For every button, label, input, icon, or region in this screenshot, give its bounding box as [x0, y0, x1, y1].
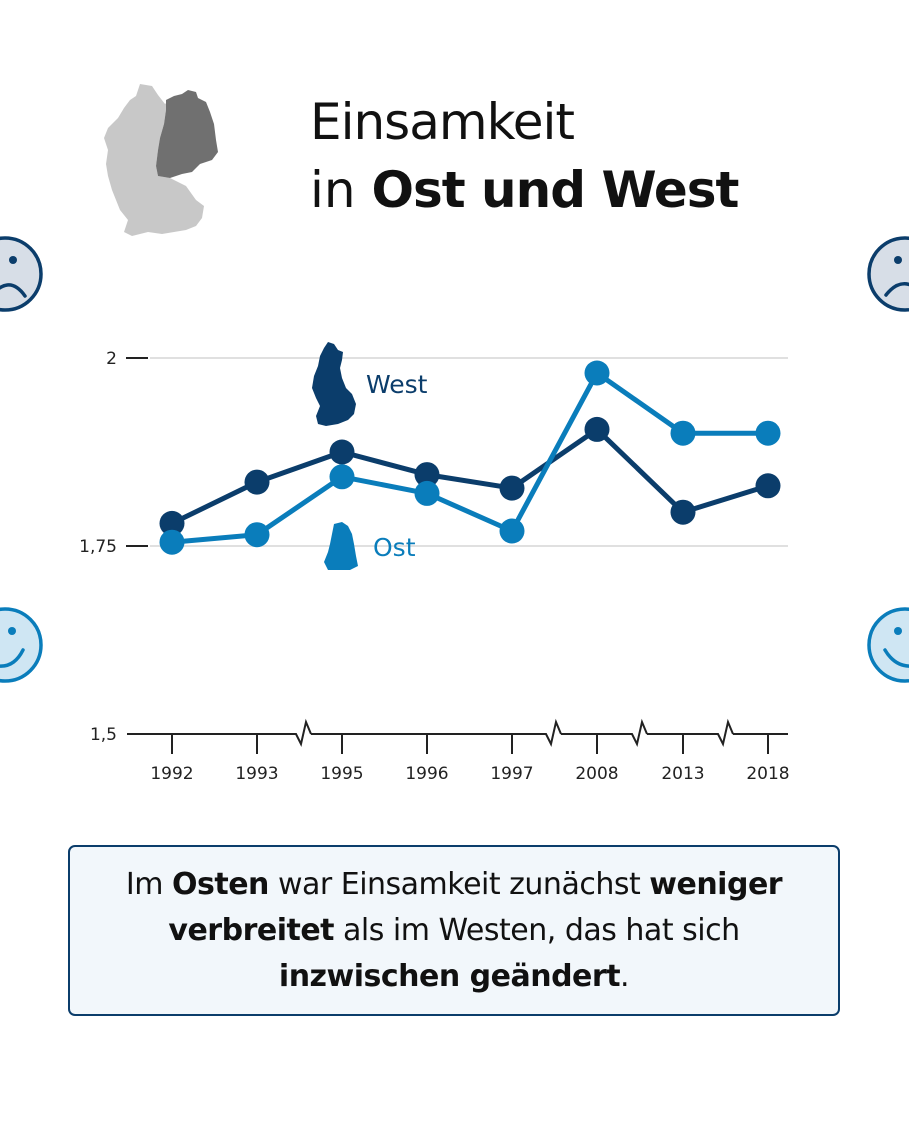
title-prefix: in [310, 161, 372, 219]
happy-face-icon-right [867, 607, 909, 683]
summary-text-part: war Einsamkeit zunächst [268, 866, 650, 902]
summary-box: Im Osten war Einsamkeit zunächst weniger… [68, 845, 840, 1016]
east-germany-shape [156, 90, 218, 178]
summary-text: Im Osten war Einsamkeit zunächst weniger… [84, 862, 824, 1000]
series-ost [159, 360, 781, 555]
data-point [329, 464, 355, 490]
data-point [499, 518, 525, 544]
sad-face-icon-right [867, 236, 909, 312]
sad-face-icon-left [0, 236, 43, 312]
data-point [584, 360, 610, 386]
chart-canvas: 2 1,75 1,5 1992 1993 1995 1996 1997 2008 2013 2… [0, 84, 909, 784]
summary-text-part: . [620, 958, 630, 994]
x-tick-label: 1997 [490, 764, 533, 784]
summary-emphasis: Osten [172, 866, 269, 902]
data-point [414, 480, 440, 506]
data-point [159, 510, 185, 536]
summary-emphasis: inzwischen geändert [278, 958, 621, 994]
east-germany-silhouette-icon [324, 522, 358, 570]
title-line-2: in Ost und West [310, 156, 739, 224]
summary-text-part: Im [125, 866, 172, 902]
data-point [670, 499, 696, 525]
page-title: Einsamkeit in Ost und West [310, 88, 739, 224]
x-ticks: 1992 1993 1995 1996 1997 2008 2013 2018 [150, 734, 790, 784]
data-point [329, 439, 355, 465]
x-tick-label: 2013 [661, 764, 704, 784]
west-germany-shape [104, 84, 204, 236]
data-point [244, 522, 270, 548]
x-tick-label: 1995 [320, 764, 363, 784]
series-layer [159, 360, 781, 555]
series-west [159, 416, 781, 536]
happy-face-icon-left [0, 607, 43, 683]
data-point [584, 416, 610, 442]
y-axis: 2 1,75 1,5 [79, 349, 148, 745]
legend-ost-label: Ost [373, 533, 416, 562]
y-tick-label: 2 [106, 349, 117, 369]
data-point [755, 473, 781, 499]
germany-map-icon [104, 84, 218, 236]
data-point [244, 469, 270, 495]
summary-emphasis: weniger verbreitet [168, 866, 783, 948]
x-tick-label: 1996 [405, 764, 448, 784]
y-tick-label: 1,5 [90, 725, 117, 745]
x-tick-label: 1993 [235, 764, 278, 784]
x-tick-label: 1992 [150, 764, 193, 784]
data-point [670, 420, 696, 446]
title-emphasis: Ost und West [371, 161, 739, 219]
summary-text-part: als im Westen, das hat sich [334, 912, 740, 948]
legend-west: West [312, 342, 428, 426]
x-tick-label: 2008 [575, 764, 618, 784]
data-point [755, 420, 781, 446]
data-point [499, 475, 525, 501]
y-tick-label: 1,75 [79, 537, 117, 557]
x-axis [127, 718, 788, 747]
data-point [159, 529, 185, 555]
west-germany-silhouette-icon [312, 342, 356, 426]
legend-west-label: West [366, 370, 428, 399]
legend-ost: Ost [324, 522, 416, 570]
x-tick-label: 2018 [746, 764, 789, 784]
title-line-1: Einsamkeit [310, 93, 575, 151]
data-point [414, 462, 440, 488]
